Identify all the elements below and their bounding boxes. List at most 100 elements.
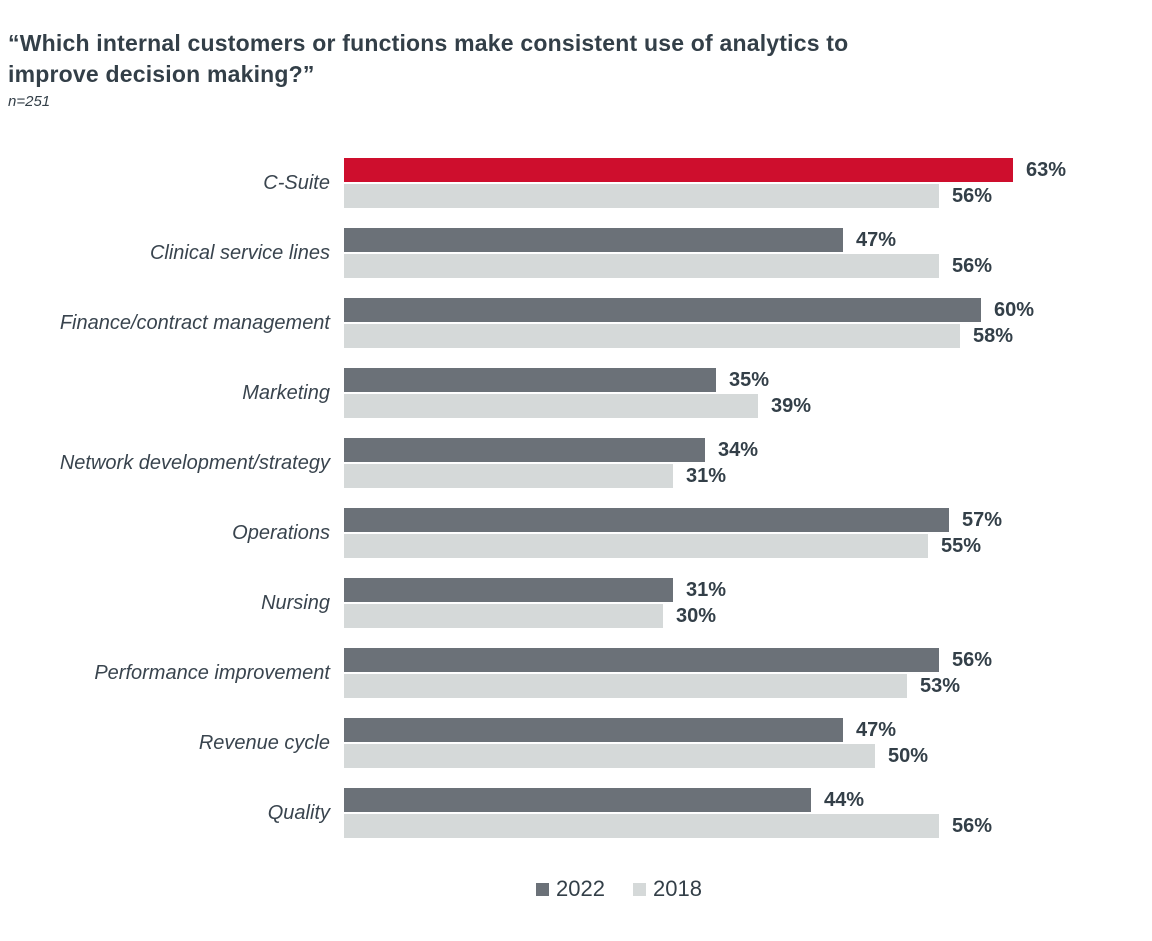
chart-row: Marketing 35% 39%	[8, 368, 1152, 418]
bar-pair: 57% 55%	[344, 508, 1152, 558]
bar-line-2018: 31%	[344, 464, 1152, 488]
bar-2018	[344, 394, 758, 418]
chart-row: Nursing 31% 30%	[8, 578, 1152, 628]
bar-2022	[344, 438, 705, 462]
legend-swatch-2018	[633, 882, 646, 896]
value-label-2018: 30%	[676, 604, 717, 627]
bar-line-2018: 39%	[344, 394, 1152, 418]
bar-line-2018: 56%	[344, 184, 1152, 208]
bar-2022	[344, 508, 949, 532]
bar-line-2022: 60%	[344, 298, 1152, 322]
bar-pair: 34% 31%	[344, 438, 1152, 488]
value-label-2022: 35%	[729, 368, 770, 391]
value-label-2022: 47%	[856, 718, 897, 741]
category-label: Revenue cycle	[198, 732, 330, 754]
bar-2022	[344, 788, 811, 812]
bar-2018	[344, 604, 663, 628]
value-label-2018: 56%	[952, 184, 993, 207]
chart-row: Quality 44% 56%	[8, 788, 1152, 838]
bar-line-2022: 47%	[344, 718, 1152, 742]
bar-line-2018: 56%	[344, 814, 1152, 838]
value-label-2022: 44%	[824, 788, 865, 811]
chart-row: Revenue cycle 47% 50%	[8, 718, 1152, 768]
bar-pair: 31% 30%	[344, 578, 1152, 628]
value-label-2022: 63%	[1026, 158, 1067, 181]
bar-line-2022: 63%	[344, 158, 1152, 182]
chart-row: Operations 57% 55%	[8, 508, 1152, 558]
category-label: Performance improvement	[94, 662, 330, 684]
category-label: Network development/strategy	[59, 452, 330, 474]
bar-line-2022: 57%	[344, 508, 1152, 532]
bar-line-2022: 31%	[344, 578, 1152, 602]
bar-2022	[344, 718, 843, 742]
bar-pair: 47% 56%	[344, 228, 1152, 278]
chart-row: Finance/contract management 60% 58%	[8, 298, 1152, 348]
bar-2022	[344, 578, 673, 602]
category-label: Finance/contract management	[59, 312, 330, 334]
bar-2018	[344, 674, 907, 698]
bar-pair: 63% 56%	[344, 158, 1152, 208]
bar-2018	[344, 464, 673, 488]
bar-line-2018: 55%	[344, 534, 1152, 558]
chart-row: Performance improvement 56% 53%	[8, 648, 1152, 698]
legend-swatch-2022	[536, 882, 550, 896]
bar-pair: 60% 58%	[344, 298, 1152, 348]
bar-2022	[344, 228, 843, 252]
value-label-2018: 39%	[771, 394, 812, 417]
legend-label-2022: 2022	[556, 876, 605, 901]
bar-line-2022: 35%	[344, 368, 1152, 392]
legend: 2022 2018	[8, 876, 1152, 902]
bar-line-2018: 50%	[344, 744, 1152, 768]
value-label-2022: 60%	[994, 298, 1035, 321]
bar-2022	[344, 368, 716, 392]
category-label: Nursing	[261, 592, 330, 614]
bar-2018	[344, 324, 960, 348]
value-label-2018: 56%	[952, 254, 993, 277]
bar-line-2022: 34%	[344, 438, 1152, 462]
bar-line-2018: 58%	[344, 324, 1152, 348]
bar-line-2018: 30%	[344, 604, 1152, 628]
bar-pair: 44% 56%	[344, 788, 1152, 838]
bar-2018	[344, 744, 875, 768]
bar-2018	[344, 534, 928, 558]
value-label-2022: 34%	[718, 438, 759, 461]
chart-row: Clinical service lines 47% 56%	[8, 228, 1152, 278]
chart-title-line-1: “Which internal customers or functions m…	[8, 30, 849, 56]
bar-line-2022: 47%	[344, 228, 1152, 252]
legend-item-2022: 2022	[536, 876, 605, 902]
value-label-2022: 57%	[962, 508, 1003, 531]
value-label-2022: 56%	[952, 648, 993, 671]
category-label: Quality	[267, 802, 330, 824]
value-label-2018: 56%	[952, 814, 993, 837]
value-label-2018: 55%	[941, 534, 982, 557]
sample-size: n=251	[8, 93, 51, 110]
bar-line-2022: 56%	[344, 648, 1152, 672]
title-block: “Which internal customers or functions m…	[8, 28, 1152, 112]
value-label-2018: 50%	[888, 744, 929, 767]
category-label: C-Suite	[263, 172, 330, 194]
bar-line-2018: 53%	[344, 674, 1152, 698]
value-label-2022: 31%	[686, 578, 727, 601]
chart-row: Network development/strategy 34% 31%	[8, 438, 1152, 488]
chart-title-line-2: improve decision making?”	[8, 61, 315, 87]
category-label: Clinical service lines	[149, 242, 330, 264]
bar-2018	[344, 254, 939, 278]
legend-item-2018: 2018	[633, 876, 702, 902]
bar-chart: C-Suite 63% 56% Clinical service lines 47% 56…	[8, 158, 1152, 838]
category-label: Operations	[232, 522, 330, 544]
value-label-2018: 31%	[686, 464, 727, 487]
bar-pair: 56% 53%	[344, 648, 1152, 698]
value-label-2022: 47%	[856, 228, 897, 251]
bar-line-2018: 56%	[344, 254, 1152, 278]
value-label-2018: 53%	[920, 674, 961, 697]
bar-line-2022: 44%	[344, 788, 1152, 812]
legend-label-2018: 2018	[653, 876, 702, 901]
category-label: Marketing	[242, 382, 330, 404]
bar-pair: 47% 50%	[344, 718, 1152, 768]
bar-2022	[344, 158, 1013, 182]
bar-2022	[344, 648, 939, 672]
bar-pair: 35% 39%	[344, 368, 1152, 418]
bar-2022	[344, 298, 981, 322]
chart-row: C-Suite 63% 56%	[8, 158, 1152, 208]
